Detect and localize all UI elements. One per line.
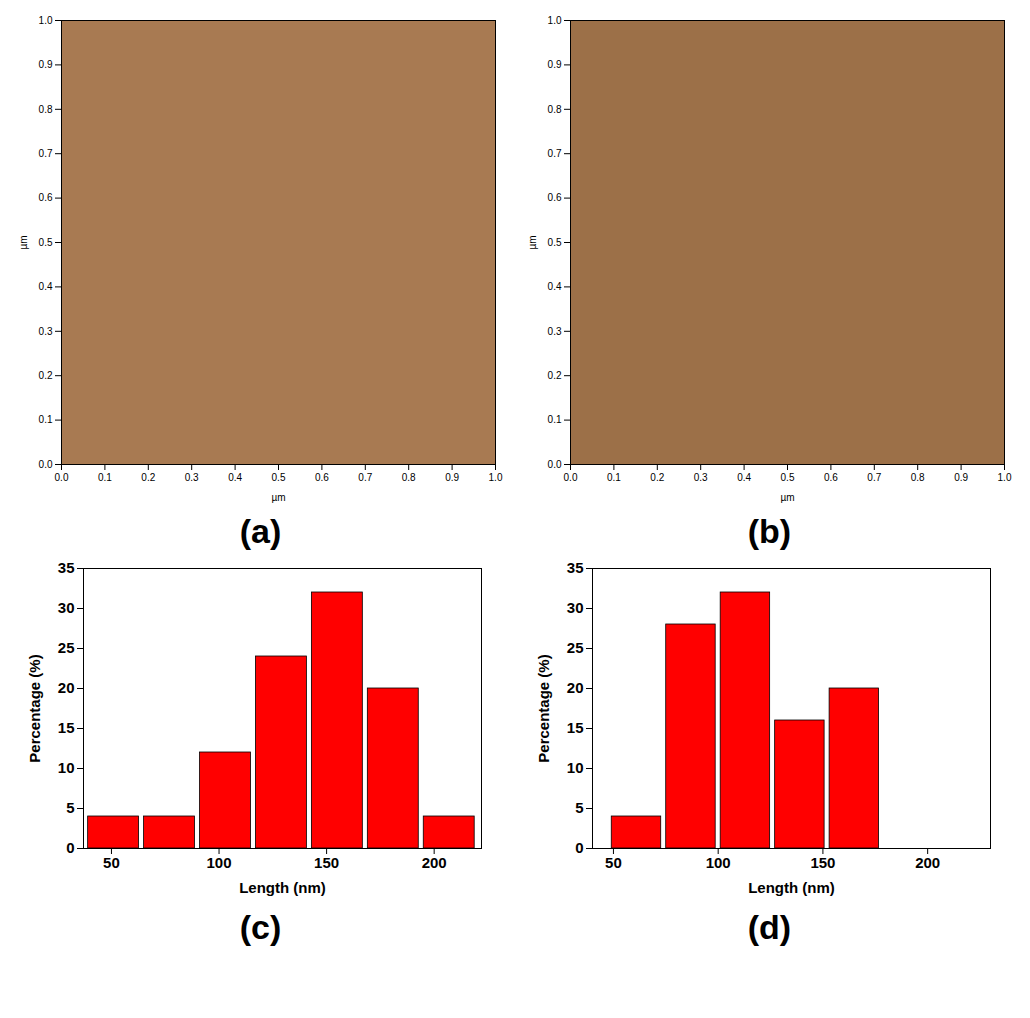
svg-text:200: 200	[915, 854, 940, 871]
svg-text:0.8: 0.8	[38, 104, 52, 115]
svg-text:0.1: 0.1	[97, 472, 111, 483]
svg-text:0.8: 0.8	[910, 472, 924, 483]
svg-text:15: 15	[57, 719, 74, 736]
svg-text:0.1: 0.1	[547, 414, 561, 425]
svg-text:0.9: 0.9	[547, 59, 561, 70]
svg-text:35: 35	[566, 559, 583, 576]
svg-text:0.2: 0.2	[547, 370, 561, 381]
svg-text:0.5: 0.5	[271, 472, 285, 483]
svg-text:Percentage (%): Percentage (%)	[26, 654, 43, 762]
svg-text:35: 35	[57, 559, 74, 576]
svg-text:0.1: 0.1	[606, 472, 620, 483]
svg-text:µm: µm	[780, 492, 794, 503]
svg-text:5: 5	[66, 799, 74, 816]
svg-text:0.2: 0.2	[141, 472, 155, 483]
svg-text:25: 25	[566, 639, 583, 656]
svg-text:0.3: 0.3	[547, 326, 561, 337]
svg-text:0.7: 0.7	[358, 472, 372, 483]
svg-text:0.2: 0.2	[38, 370, 52, 381]
svg-text:0.5: 0.5	[38, 237, 52, 248]
html-text:(c): (c)	[239, 908, 282, 946]
svg-text:Length (nm): Length (nm)	[239, 879, 326, 896]
svg-text:Percentage (%): Percentage (%)	[535, 654, 552, 762]
svg-text:0.9: 0.9	[445, 472, 459, 483]
svg-text:150: 150	[314, 854, 339, 871]
svg-text:0: 0	[66, 839, 74, 856]
html-text:(b): (b)	[747, 512, 792, 550]
svg-text:50: 50	[103, 854, 120, 871]
svg-text:0.3: 0.3	[184, 472, 198, 483]
svg-text:0.4: 0.4	[737, 472, 751, 483]
svg-text:20: 20	[566, 679, 583, 696]
svg-text:0.5: 0.5	[547, 237, 561, 248]
svg-text:5: 5	[575, 799, 583, 816]
svg-text:0.8: 0.8	[547, 104, 561, 115]
svg-text:10: 10	[566, 759, 583, 776]
svg-text:1.0: 1.0	[38, 15, 52, 26]
svg-text:0.1: 0.1	[38, 414, 52, 425]
svg-text:0.4: 0.4	[228, 472, 242, 483]
svg-text:0.3: 0.3	[38, 326, 52, 337]
svg-text:20: 20	[57, 679, 74, 696]
svg-text:25: 25	[57, 639, 74, 656]
svg-text:0.4: 0.4	[547, 281, 561, 292]
svg-text:0.6: 0.6	[38, 192, 52, 203]
svg-text:0.0: 0.0	[54, 472, 68, 483]
html-text:(a): (a)	[239, 512, 282, 550]
svg-text:µm: µm	[271, 492, 285, 503]
svg-text:100: 100	[705, 854, 730, 871]
svg-text:1.0: 1.0	[997, 472, 1011, 483]
svg-text:50: 50	[605, 854, 622, 871]
svg-text:15: 15	[566, 719, 583, 736]
svg-text:0.2: 0.2	[650, 472, 664, 483]
svg-text:0.9: 0.9	[38, 59, 52, 70]
svg-text:0.0: 0.0	[38, 459, 52, 470]
svg-text:1.0: 1.0	[488, 472, 502, 483]
svg-text:0.0: 0.0	[547, 459, 561, 470]
svg-text:0.0: 0.0	[563, 472, 577, 483]
svg-text:150: 150	[810, 854, 835, 871]
svg-text:0.7: 0.7	[38, 148, 52, 159]
svg-text:0.7: 0.7	[547, 148, 561, 159]
svg-text:100: 100	[206, 854, 231, 871]
svg-text:0.7: 0.7	[867, 472, 881, 483]
svg-text:30: 30	[566, 599, 583, 616]
svg-text:0.6: 0.6	[547, 192, 561, 203]
svg-text:0.6: 0.6	[823, 472, 837, 483]
svg-text:0.9: 0.9	[954, 472, 968, 483]
svg-text:10: 10	[57, 759, 74, 776]
svg-text:30: 30	[57, 599, 74, 616]
svg-text:µm: µm	[17, 235, 28, 249]
svg-text:1.0: 1.0	[547, 15, 561, 26]
svg-text:0.6: 0.6	[314, 472, 328, 483]
svg-text:0.3: 0.3	[693, 472, 707, 483]
svg-text:µm: µm	[526, 235, 537, 249]
svg-text:0.8: 0.8	[401, 472, 415, 483]
svg-text:200: 200	[421, 854, 446, 871]
html-text:(d): (d)	[747, 908, 792, 946]
svg-text:0.5: 0.5	[780, 472, 794, 483]
svg-text:0.4: 0.4	[38, 281, 52, 292]
svg-text:0: 0	[575, 839, 583, 856]
svg-text:Length (nm): Length (nm)	[748, 879, 835, 896]
